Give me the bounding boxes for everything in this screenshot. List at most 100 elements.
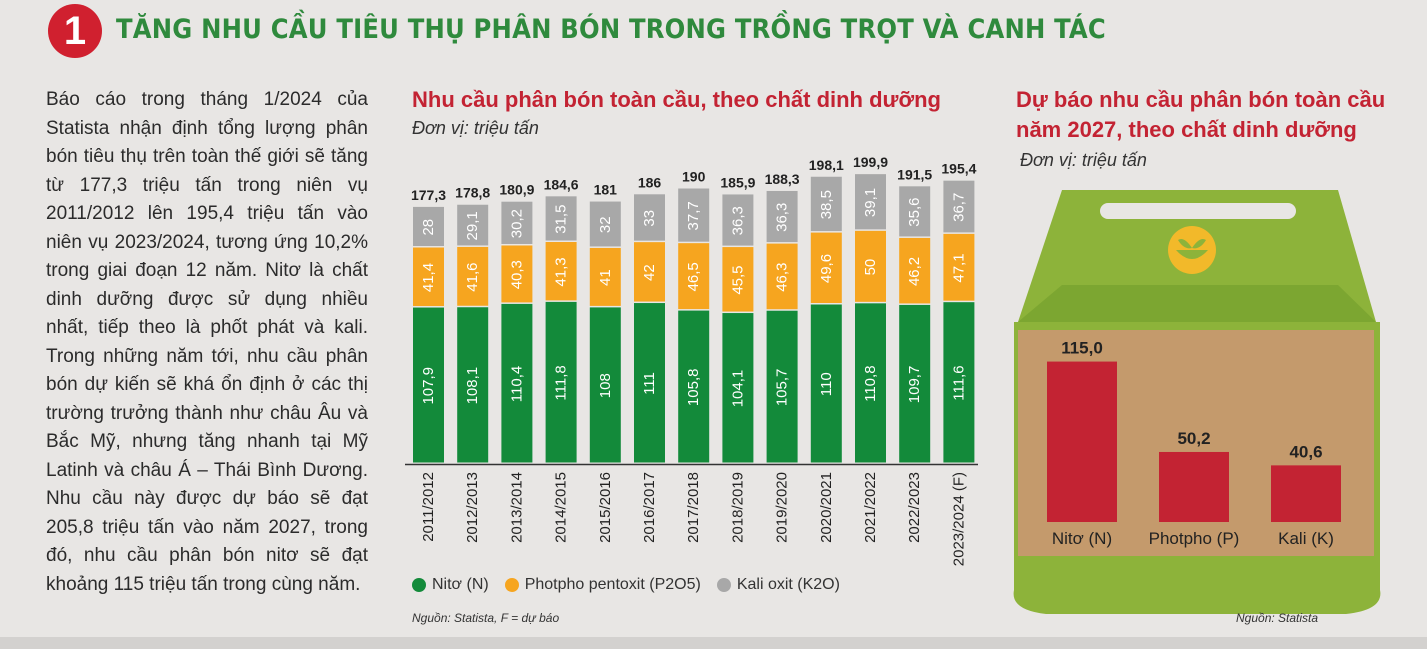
bar-segment	[589, 247, 621, 306]
bar-segment	[678, 188, 710, 242]
bar-segment	[678, 243, 710, 310]
bar-segment-label: 41	[597, 269, 614, 286]
bar-segment-label: 108	[597, 373, 614, 398]
bar-segment	[766, 190, 798, 243]
bar-segment-label: 45,5	[729, 265, 746, 294]
bar-segment-label: 111,6	[950, 365, 967, 400]
bar-segment-label: 111	[641, 372, 658, 395]
bag-handle-slot	[1100, 203, 1296, 219]
bar-segment-label: 42	[641, 264, 658, 281]
legend-label: Nitơ (N)	[432, 576, 489, 593]
bar-segment	[810, 232, 842, 303]
chart-legend: Nitơ (N) Photpho pentoxit (P2O5) Kali ox…	[412, 576, 840, 594]
forecast-bar	[1159, 451, 1229, 522]
legend-item-phosphate: Photpho pentoxit (P2O5)	[504, 576, 701, 594]
article-body-text: Báo cáo trong tháng 1/2024 của Statista …	[46, 89, 368, 595]
bar-segment	[899, 237, 931, 304]
forecast-bar-label: 50,2	[1177, 429, 1210, 448]
bar-segment	[501, 201, 533, 244]
bottom-strip	[0, 637, 1427, 649]
x-tick-label: 2017/2018	[685, 472, 702, 543]
bar-segment-label: 47,1	[950, 253, 967, 282]
bar-segment-label: 110,8	[862, 365, 879, 401]
bar-segment-label: 46,2	[906, 257, 923, 286]
bar-segment-label: 36,3	[774, 203, 791, 232]
bar-segment	[413, 307, 444, 463]
x-tick-label: 2020/2021	[818, 472, 835, 543]
bar-segment	[413, 206, 444, 247]
legend-dot-icon	[504, 578, 519, 592]
bar-total-label: 177,3	[411, 187, 446, 203]
legend-item-potash: Kali oxit (K2O)	[716, 576, 840, 594]
bar-segment	[810, 304, 842, 463]
bar-total-label: 198,1	[809, 157, 844, 173]
bar-segment-label: 50	[862, 259, 879, 276]
bar-segment-label: 107,9	[420, 367, 437, 405]
bar-segment-label: 35,6	[906, 198, 923, 227]
bar-total-label: 188,3	[765, 171, 800, 187]
x-tick-label: 2019/2020	[774, 472, 791, 543]
bar-segment	[722, 313, 754, 463]
bar-segment	[766, 243, 798, 310]
bar-segment	[545, 301, 577, 463]
x-tick-label: 2021/2022	[862, 472, 879, 543]
bag-fold-shadow	[1018, 285, 1376, 322]
bar-total-label: 185,9	[720, 174, 755, 190]
bar-segment-label: 28	[420, 219, 437, 236]
bar-segment-label: 33	[641, 210, 658, 227]
bar-segment	[678, 310, 710, 463]
bar-segment	[722, 247, 754, 312]
bar-segment-label: 109,7	[906, 366, 923, 404]
bar-segment	[810, 176, 842, 232]
bar-segment	[855, 230, 886, 302]
bar-segment-label: 40,3	[508, 260, 525, 289]
bar-segment-label: 31,5	[553, 205, 570, 234]
x-tick-label: 2022/2023	[906, 472, 923, 543]
x-tick-label: 2018/2019	[729, 472, 746, 543]
section-number-badge: 1	[48, 4, 102, 58]
x-tick-label: Photpho (P)	[1149, 529, 1240, 548]
bar-total-label: 184,6	[544, 176, 579, 192]
bar-segment-label: 37,7	[685, 201, 702, 230]
x-tick-label: 2015/2016	[597, 472, 614, 543]
bar-segment-label: 105,7	[774, 369, 791, 407]
bar-segment	[457, 204, 489, 246]
forecast-bar	[1271, 465, 1341, 522]
bar-total-label: 178,8	[455, 185, 490, 201]
bar-segment	[413, 247, 444, 307]
legend-label: Photpho pentoxit (P2O5)	[524, 576, 701, 593]
bar-segment	[722, 194, 754, 246]
bar-segment	[589, 201, 621, 247]
bar-total-label: 195,4	[941, 161, 976, 177]
bar-segment	[545, 196, 577, 241]
legend-dot-icon	[412, 578, 426, 592]
bar-segment-label: 36,3	[729, 206, 746, 235]
bar-segment-label: 41,3	[553, 257, 570, 286]
legend-dot-icon	[716, 578, 731, 592]
bar-segment-label: 32	[597, 216, 614, 233]
x-tick-label: 2023/2024 (F)	[950, 472, 967, 566]
bar-segment	[855, 174, 886, 230]
bar-segment	[766, 310, 798, 463]
bar-segment	[634, 194, 665, 241]
bar-segment-label: 29,1	[464, 211, 481, 240]
legend-label: Kali oxit (K2O)	[736, 576, 840, 593]
forecast-bar-label: 115,0	[1061, 339, 1103, 358]
bar-segment-label: 46,3	[774, 263, 791, 292]
bar-segment	[899, 304, 931, 463]
bar-total-label: 181	[594, 182, 618, 198]
x-tick-label: Nitơ (N)	[1052, 529, 1112, 548]
bar-total-label: 190	[682, 169, 706, 185]
bar-segment	[501, 303, 533, 463]
bar-segment-label: 111,8	[553, 365, 570, 400]
bar-segment	[943, 180, 975, 233]
bar-segment-label: 30,2	[508, 209, 525, 238]
page-title: TĂNG NHU CẦU TIÊU THỤ PHÂN BÓN TRONG TRỒ…	[116, 14, 1106, 45]
bar-segment	[457, 246, 489, 306]
bar-segment	[545, 242, 577, 301]
bar-segment	[634, 242, 665, 302]
x-tick-label: 2011/2012	[420, 472, 437, 542]
bar-segment	[855, 303, 886, 463]
bar-segment-label: 49,6	[818, 254, 835, 283]
x-tick-label: 2013/2014	[508, 472, 525, 543]
